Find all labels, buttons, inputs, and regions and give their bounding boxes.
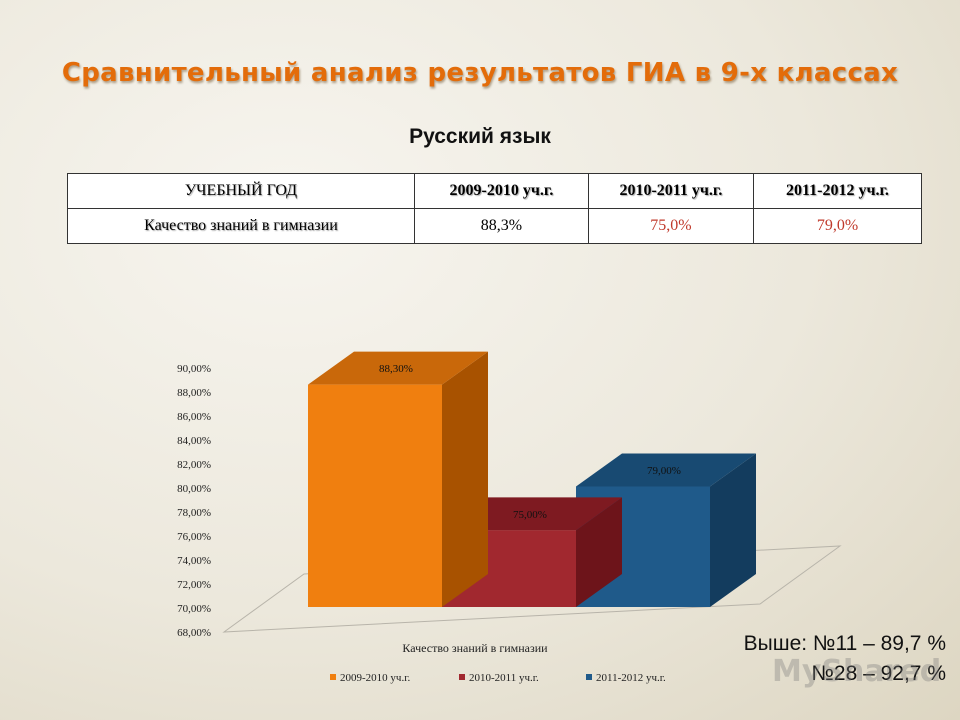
results-table: УЧЕБНЫЙ ГОД 2009-2010 уч.г. 2010-2011 уч… xyxy=(67,173,923,244)
legend-label: 2011-2012 уч.г. xyxy=(596,672,666,684)
legend-swatch xyxy=(330,674,336,680)
bar-side xyxy=(442,351,488,607)
table-row: Качество знаний в гимназии 88,3% 75,0% 7… xyxy=(67,208,923,244)
watermark: MyShared xyxy=(772,654,942,689)
table-cell: 88,3% xyxy=(413,208,589,244)
bars: 79,00% 75,00% 88,30% xyxy=(308,351,756,607)
y-tick-label: 68,00% xyxy=(177,627,211,639)
y-tick-label: 76,00% xyxy=(177,531,211,543)
table-header-cell: УЧЕБНЫЙ ГОД xyxy=(67,173,415,209)
legend: 2009-2010 уч.г. 2010-2011 уч.г. 2011-2012 … xyxy=(330,672,666,684)
y-tick-label: 90,00% xyxy=(177,363,211,375)
bar-data-label: 88,30% xyxy=(379,363,413,375)
bar-data-label: 75,00% xyxy=(513,509,547,521)
table-cell: 79,0% xyxy=(752,208,923,244)
table-header-cell: 2011-2012 уч.г. xyxy=(752,173,923,209)
legend-label: 2010-2011 уч.г. xyxy=(469,672,539,684)
slide-title: Сравнительный анализ результатов ГИА в 9… xyxy=(61,58,899,88)
table-header-cell: 2010-2011 уч.г. xyxy=(587,173,754,209)
legend-swatch xyxy=(586,674,592,680)
bar-group: 88,30% xyxy=(308,351,488,607)
bar-top xyxy=(576,453,756,487)
note-line: №28 – 92,7 % xyxy=(811,662,946,685)
y-tick-label: 88,00% xyxy=(177,387,211,399)
bar-data-label: 79,00% xyxy=(647,465,681,477)
table-header-row: УЧЕБНЫЙ ГОД 2009-2010 уч.г. 2010-2011 уч… xyxy=(67,173,923,209)
table-cell: 75,0% xyxy=(587,208,754,244)
legend-label: 2009-2010 уч.г. xyxy=(340,672,410,684)
y-tick-label: 84,00% xyxy=(177,435,211,447)
x-axis-label: Качество знаний в гимназии xyxy=(402,641,548,655)
y-tick-label: 82,00% xyxy=(177,459,211,471)
slide-subtitle: Русский язык xyxy=(409,125,551,148)
y-axis: 90,00% 88,00% 86,00% 84,00% 82,00% 80,00% 78,0… xyxy=(177,363,211,639)
y-tick-label: 78,00% xyxy=(177,507,211,519)
y-tick-label: 80,00% xyxy=(177,483,211,495)
y-tick-label: 70,00% xyxy=(177,603,211,615)
bar-side xyxy=(576,497,622,607)
chart-floor-plane xyxy=(222,545,842,633)
bar-top xyxy=(308,351,488,385)
bar-side xyxy=(710,453,756,607)
note-line: Выше: №11 – 89,7 % xyxy=(743,632,946,655)
table-header-cell: 2009-2010 уч.г. xyxy=(413,173,589,209)
y-tick-label: 72,00% xyxy=(177,579,211,591)
y-tick-label: 86,00% xyxy=(177,411,211,423)
y-tick-label: 74,00% xyxy=(177,555,211,567)
bar xyxy=(308,384,442,607)
chart-floor xyxy=(222,545,842,633)
table-cell: Качество знаний в гимназии xyxy=(67,208,415,244)
legend-swatch xyxy=(459,674,465,680)
